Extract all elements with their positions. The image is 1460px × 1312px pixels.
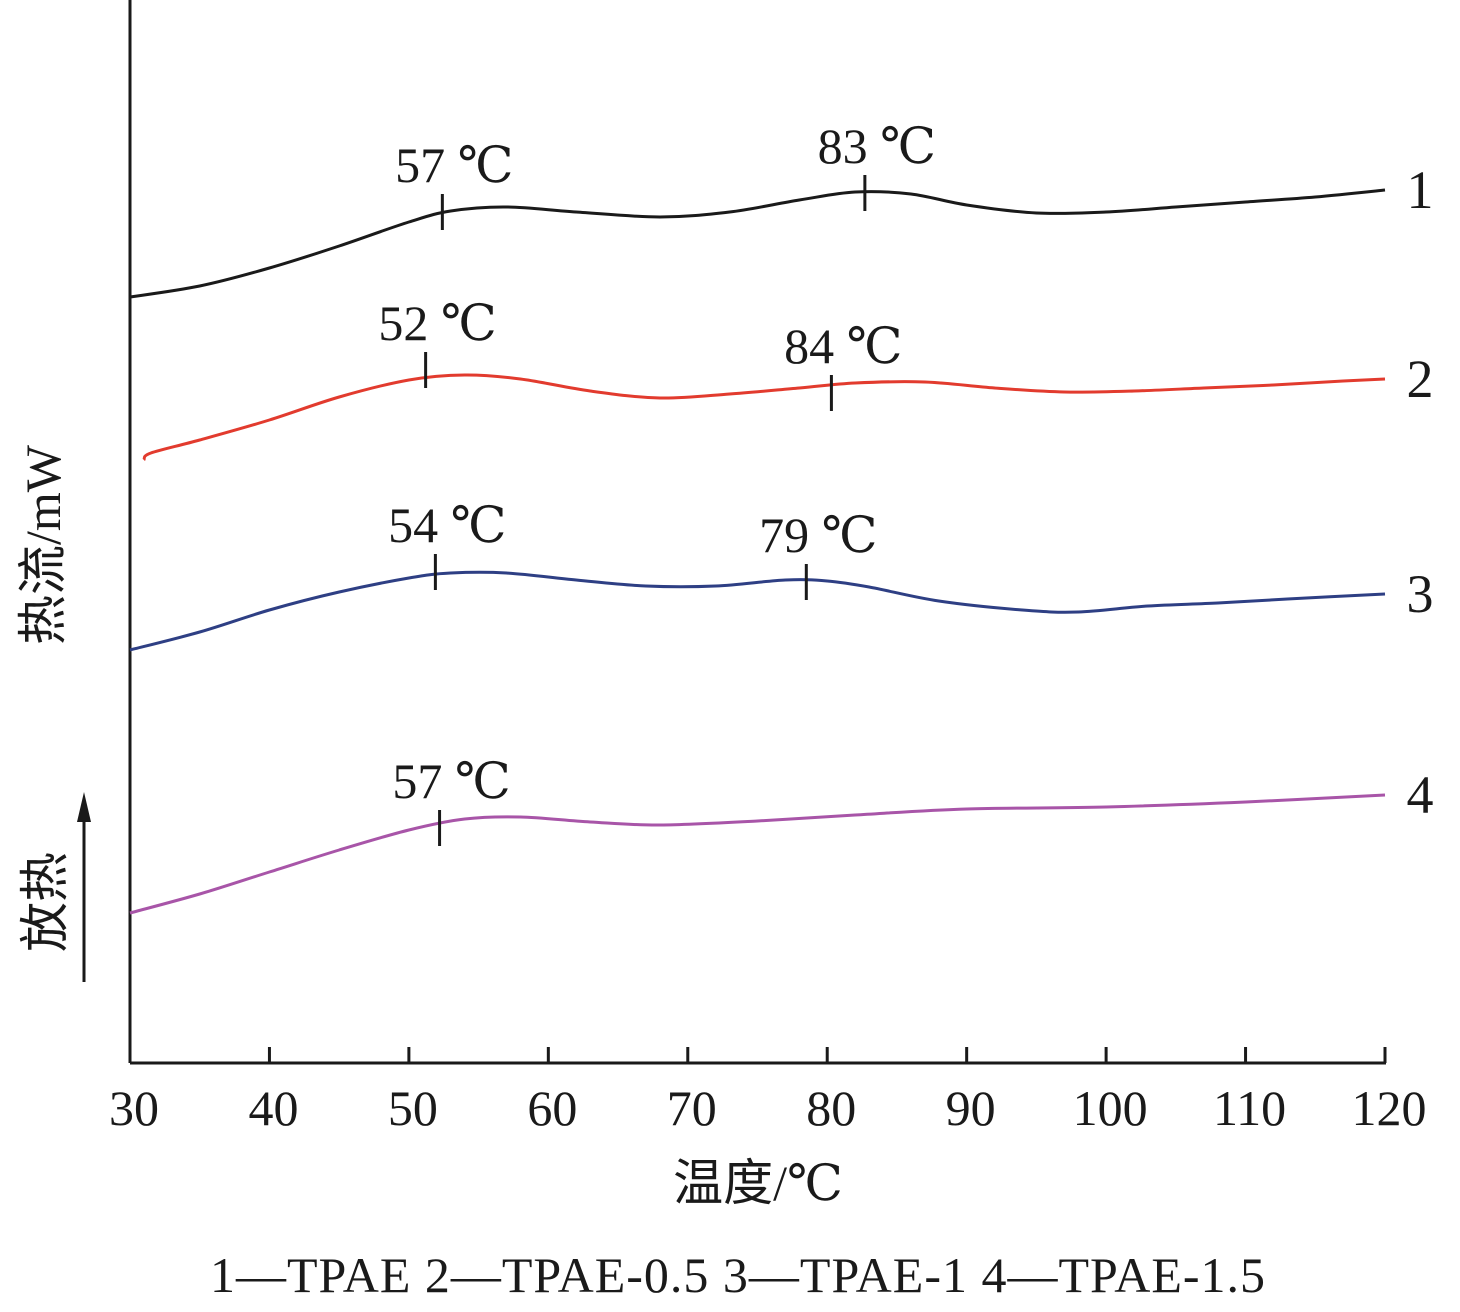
x-tick-label: 80 bbox=[806, 1080, 856, 1136]
transition-label: 57 ℃ bbox=[395, 137, 513, 193]
transition-label: 84 ℃ bbox=[784, 318, 902, 374]
axes: 30 40 50 60 70 80 90 100 110 120 bbox=[109, 0, 1427, 1136]
transition-label: 54 ℃ bbox=[388, 497, 506, 553]
legend: 1—TPAE 2—TPAE-0.5 3—TPAE-1 4—TPAE-1.5 bbox=[210, 1247, 1266, 1303]
transition-label: 52 ℃ bbox=[378, 295, 496, 351]
x-tick-label: 100 bbox=[1073, 1080, 1148, 1136]
curve-label-3: 3 bbox=[1407, 564, 1434, 624]
x-axis-title: 温度/℃ bbox=[673, 1155, 843, 1211]
curve-label-1: 1 bbox=[1407, 160, 1434, 220]
y-axis-title: 热流/mW bbox=[15, 444, 71, 645]
transition-label: 79 ℃ bbox=[759, 507, 877, 563]
x-tick-label: 40 bbox=[248, 1080, 298, 1136]
x-tick-label: 60 bbox=[527, 1080, 577, 1136]
transition-label: 57 ℃ bbox=[392, 753, 510, 809]
transition-label: 83 ℃ bbox=[818, 118, 936, 174]
x-tick-label: 70 bbox=[667, 1080, 717, 1136]
series-1: 1 57 ℃ 83 ℃ bbox=[129, 118, 1434, 299]
x-tick-label: 90 bbox=[946, 1080, 996, 1136]
curve-label-4: 4 bbox=[1407, 765, 1434, 825]
x-tick-label: 120 bbox=[1352, 1080, 1427, 1136]
series-2-line bbox=[142, 373, 1386, 462]
series-3: 3 54 ℃ 79 ℃ bbox=[129, 497, 1434, 652]
x-tick-label: 30 bbox=[109, 1080, 159, 1136]
series-2: 2 52 ℃ 84 ℃ bbox=[142, 295, 1434, 462]
exotherm-indicator: 放热 bbox=[17, 792, 91, 982]
series-1-line bbox=[129, 188, 1386, 299]
series-4: 4 57 ℃ bbox=[129, 753, 1434, 915]
x-tick-label: 50 bbox=[388, 1080, 438, 1136]
series-4-line bbox=[129, 793, 1386, 915]
curve-label-2: 2 bbox=[1407, 349, 1434, 409]
exotherm-arrow-head bbox=[77, 792, 91, 822]
series-3-line bbox=[129, 570, 1386, 652]
exotherm-label: 放热 bbox=[17, 852, 73, 952]
series-layer: 1 57 ℃ 83 ℃ 2 52 ℃ 84 ℃ 3 54 ℃ 79 ℃ 4 57 ℃ bbox=[129, 118, 1434, 915]
x-tick-label: 110 bbox=[1213, 1080, 1286, 1136]
